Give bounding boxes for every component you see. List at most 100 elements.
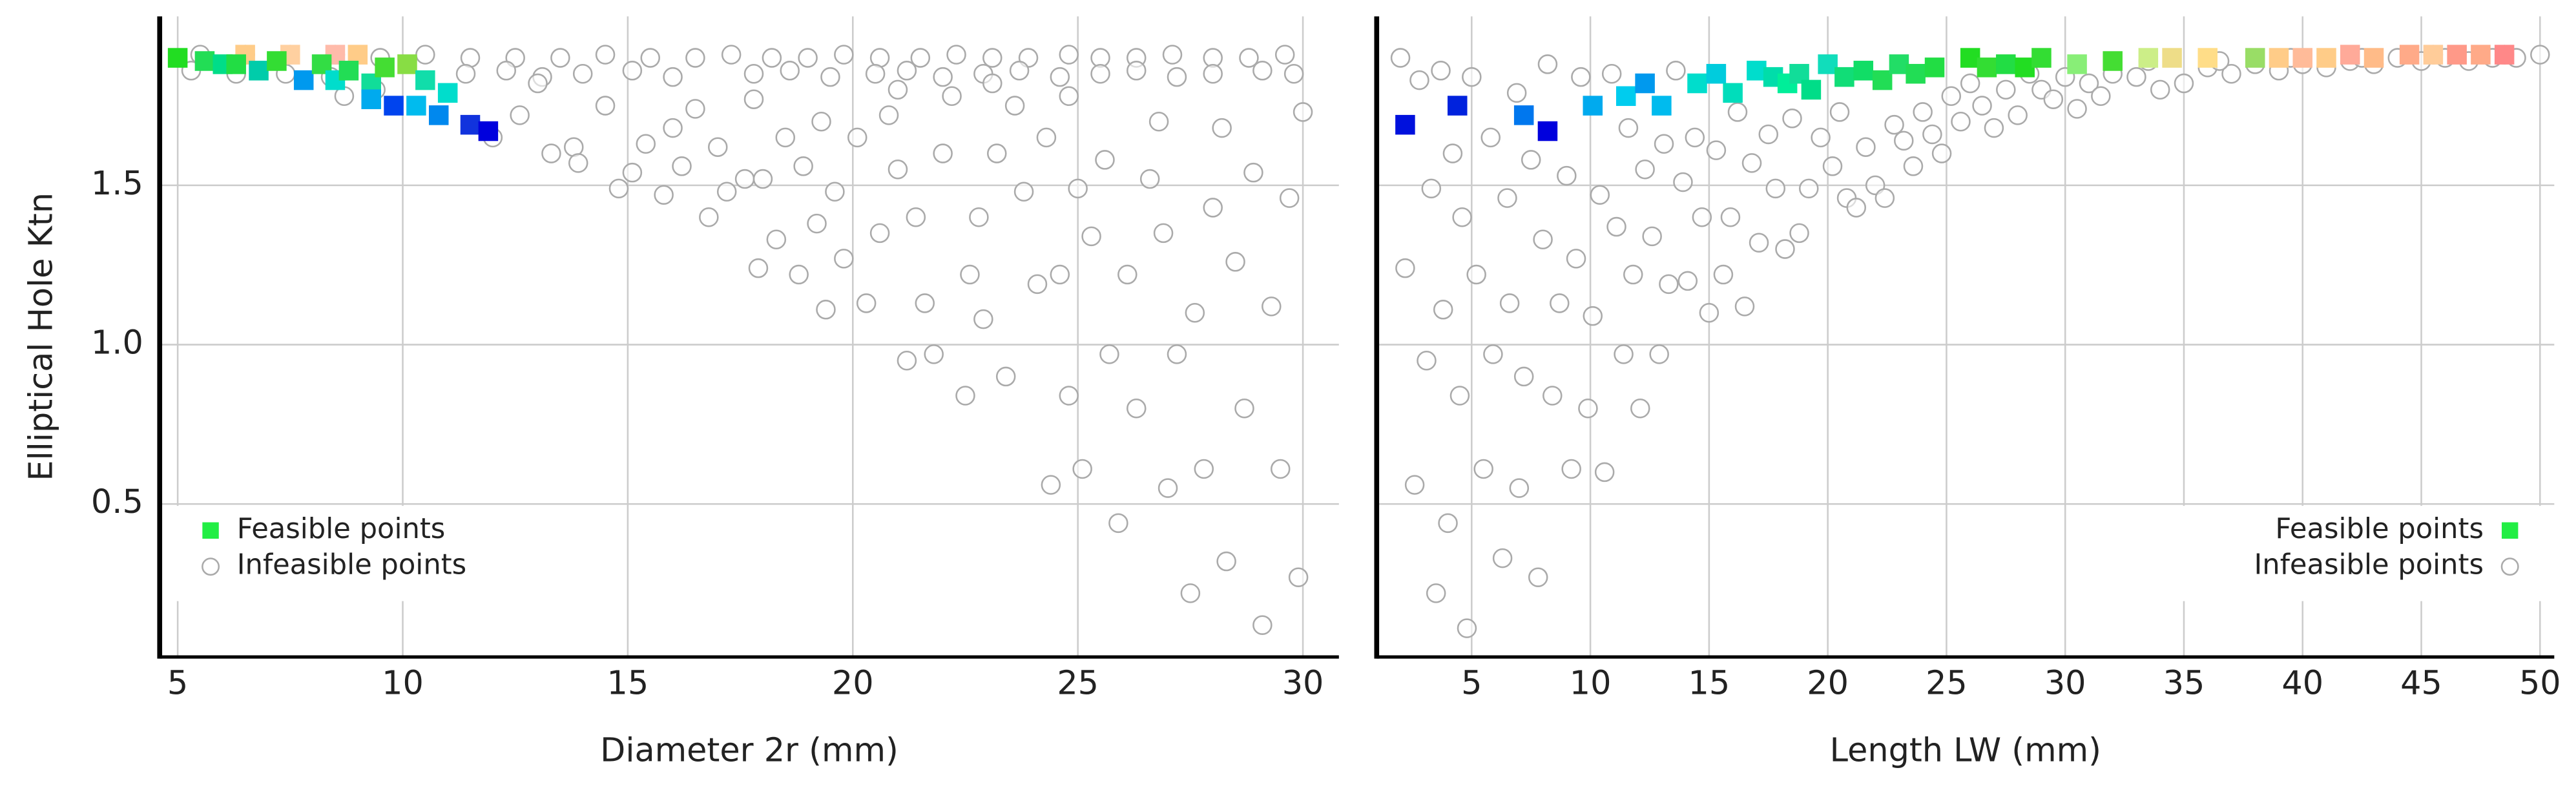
feasible-point <box>1872 70 1893 90</box>
infeasible-point <box>762 48 782 68</box>
infeasible-point <box>1884 114 1904 135</box>
infeasible-point <box>734 169 755 189</box>
infeasible-point <box>1194 459 1214 479</box>
feasible-point <box>2340 45 2360 65</box>
feasible-point <box>406 96 426 116</box>
infeasible-point <box>1931 143 1952 163</box>
infeasible-point <box>1678 271 1698 291</box>
infeasible-point <box>2067 99 2087 119</box>
infeasible-point <box>878 105 899 125</box>
feasible-point <box>2138 48 2159 68</box>
feasible-point <box>2015 57 2035 78</box>
infeasible-point <box>1561 459 1581 479</box>
x-tick-label: 20 <box>1807 663 1849 702</box>
infeasible-point <box>1243 162 1263 183</box>
feasible-point <box>194 51 215 71</box>
x-tick-label: 35 <box>2163 663 2205 702</box>
x-tick-label: 5 <box>1461 663 1482 702</box>
infeasible-point <box>1158 478 1178 498</box>
infeasible-point <box>1685 127 1705 148</box>
feasible-point <box>2031 48 2051 68</box>
infeasible-point <box>1497 188 1517 208</box>
feasible-point <box>415 70 435 90</box>
infeasible-point <box>1185 302 1205 323</box>
infeasible-point <box>2150 79 2170 100</box>
infeasible-point <box>1951 111 1971 132</box>
infeasible-point <box>1449 386 1470 406</box>
infeasible-point <box>1509 478 1530 498</box>
feasible-point <box>1635 73 1655 94</box>
feasible-point <box>361 89 381 109</box>
infeasible-point <box>1960 73 1980 94</box>
infeasible-point <box>2174 73 2194 94</box>
infeasible-point <box>1533 229 1553 250</box>
feasible-point <box>1853 61 1874 81</box>
infeasible-point <box>716 182 737 202</box>
x-tick-label: 10 <box>1570 663 1612 702</box>
infeasible-point <box>1798 178 1819 199</box>
infeasible-point <box>1108 513 1128 534</box>
infeasible-point <box>834 45 854 65</box>
infeasible-point <box>865 63 886 84</box>
infeasible-point <box>663 118 683 138</box>
infeasible-point <box>1127 398 1147 419</box>
infeasible-point <box>455 63 476 84</box>
infeasible-point <box>2008 105 2028 125</box>
feasible-point <box>293 70 314 90</box>
infeasible-point <box>510 105 530 125</box>
infeasible-point <box>1706 140 1727 160</box>
infeasible-point <box>946 45 966 65</box>
feasible-point <box>2423 45 2444 65</box>
infeasible-point <box>1782 109 1802 129</box>
infeasible-point <box>1457 618 1477 638</box>
feasible-point <box>1801 79 1822 100</box>
infeasible-point <box>847 127 867 148</box>
infeasible-point <box>1699 302 1719 323</box>
infeasible-point <box>816 300 836 320</box>
infeasible-point <box>1099 344 1119 364</box>
infeasible-point <box>1601 63 1622 84</box>
feasible-point <box>249 61 269 81</box>
infeasible-point <box>766 229 787 250</box>
feasible-point <box>1747 61 1767 81</box>
infeasible-point <box>1758 124 1779 145</box>
x-tick-label: 20 <box>832 663 874 702</box>
infeasible-point <box>1542 386 1563 406</box>
infeasible-point <box>1856 137 1876 157</box>
infeasible-point <box>1741 153 1762 173</box>
infeasible-point <box>672 156 692 176</box>
feasible-point <box>1889 54 1909 74</box>
infeasible-point <box>1666 61 1686 81</box>
infeasible-point <box>1941 86 1962 107</box>
feasible-point <box>1615 86 1636 107</box>
infeasible-point <box>1390 48 1411 68</box>
legend-background <box>163 506 607 601</box>
legend-label: Feasible points <box>2275 513 2484 545</box>
feasible-point <box>2399 45 2420 65</box>
y-tick-label: 0.5 <box>91 483 143 521</box>
infeasible-point <box>1473 459 1493 479</box>
infeasible-point <box>1433 300 1453 320</box>
legend-marker <box>202 522 219 539</box>
feasible-point <box>2162 48 2182 68</box>
infeasible-point <box>1922 124 1942 145</box>
infeasible-point <box>608 178 629 199</box>
infeasible-point <box>568 153 588 173</box>
infeasible-point <box>1590 185 1610 205</box>
infeasible-point <box>1288 567 1309 587</box>
infeasible-point <box>1438 513 1458 534</box>
infeasible-point <box>1225 252 1245 272</box>
infeasible-point <box>1203 198 1223 218</box>
x-tick-label: 50 <box>2519 663 2561 702</box>
infeasible-point <box>550 48 570 68</box>
x-tick-label: 15 <box>1688 663 1730 702</box>
y-tick-label: 1.5 <box>91 164 143 202</box>
infeasible-point <box>1894 130 1914 151</box>
feasible-point <box>2292 48 2313 68</box>
infeasible-point <box>915 293 935 313</box>
infeasible-point <box>748 258 769 278</box>
feasible-point <box>2471 45 2491 65</box>
infeasible-point <box>1167 67 1187 87</box>
